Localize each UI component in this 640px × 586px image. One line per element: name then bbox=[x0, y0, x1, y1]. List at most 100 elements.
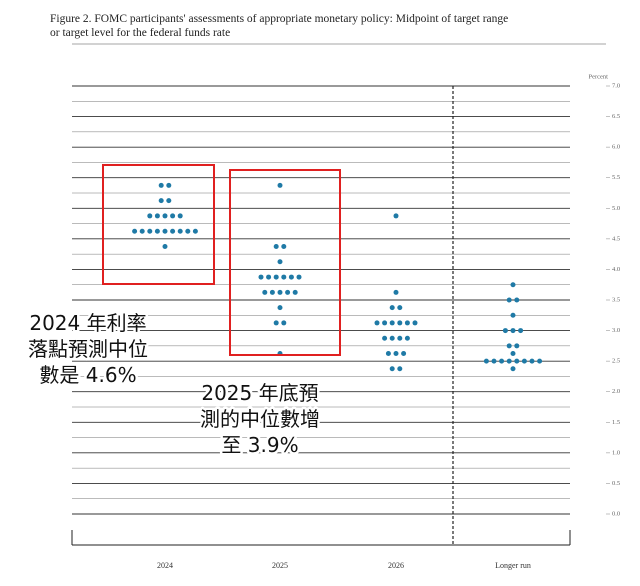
dot bbox=[277, 182, 283, 188]
dot bbox=[510, 351, 516, 356]
dot bbox=[510, 328, 516, 334]
dot bbox=[537, 358, 543, 364]
dot bbox=[292, 289, 298, 295]
dot bbox=[506, 297, 512, 303]
dot bbox=[393, 213, 399, 219]
dot bbox=[506, 343, 512, 349]
dot bbox=[139, 228, 145, 234]
annotation: 測的中位數增 bbox=[200, 407, 320, 431]
dots bbox=[132, 182, 543, 372]
dot bbox=[389, 335, 395, 341]
y-tick-label: 2.5 bbox=[612, 358, 620, 365]
dot bbox=[404, 320, 410, 326]
y-tick-label: 5.5 bbox=[612, 174, 620, 181]
dot bbox=[277, 305, 283, 311]
dot bbox=[170, 228, 176, 234]
dot bbox=[162, 244, 168, 249]
dot bbox=[177, 228, 183, 234]
chart-title: or target level for the federal funds ra… bbox=[50, 27, 230, 39]
dot bbox=[166, 198, 172, 204]
x-tick-label: 2026 bbox=[388, 561, 404, 570]
grid bbox=[72, 85, 610, 515]
dot bbox=[389, 320, 395, 326]
dot bbox=[170, 213, 176, 219]
dot bbox=[273, 274, 279, 280]
dot bbox=[162, 213, 168, 219]
y-tick-label: 0.0 bbox=[612, 510, 620, 517]
dot bbox=[266, 274, 272, 280]
annotation: 至 3.9% bbox=[221, 433, 298, 457]
dot bbox=[401, 351, 407, 356]
y-tick-label: 1.5 bbox=[612, 419, 620, 426]
annotation: 數是 4.6% bbox=[39, 363, 136, 387]
dot bbox=[277, 289, 283, 295]
dot bbox=[389, 366, 395, 372]
dot bbox=[529, 358, 535, 364]
y-tick-label: 3.5 bbox=[612, 296, 620, 303]
dot bbox=[162, 228, 168, 234]
dot bbox=[177, 213, 183, 219]
x-tick-label: 2024 bbox=[157, 561, 173, 570]
dot bbox=[385, 351, 391, 356]
dot bbox=[397, 366, 403, 372]
dot bbox=[483, 358, 489, 364]
dot bbox=[158, 198, 164, 204]
dot bbox=[510, 312, 516, 318]
dot bbox=[374, 320, 380, 326]
dot bbox=[514, 343, 520, 349]
dot bbox=[397, 305, 403, 311]
highlight-box bbox=[102, 164, 215, 285]
dot bbox=[147, 213, 153, 219]
dot bbox=[389, 305, 395, 311]
y-tick-label: 6.0 bbox=[612, 144, 620, 151]
annotation: 2024 年利率 bbox=[29, 311, 146, 335]
annotation: 2025 年底預 bbox=[201, 381, 318, 405]
dot bbox=[382, 335, 388, 341]
dot bbox=[192, 228, 198, 234]
dot bbox=[273, 244, 279, 249]
y-tick-label: 0.5 bbox=[612, 480, 620, 487]
dot bbox=[397, 320, 403, 326]
dot bbox=[285, 289, 291, 295]
dot bbox=[288, 274, 294, 280]
dot bbox=[393, 289, 399, 295]
dot bbox=[491, 358, 497, 364]
dot bbox=[154, 213, 160, 219]
y-tick-label: 5.0 bbox=[612, 205, 620, 212]
y-tick-label: 4.5 bbox=[612, 235, 620, 242]
y-tick-label: 1.0 bbox=[612, 449, 620, 456]
dot bbox=[273, 320, 279, 326]
dot bbox=[510, 282, 516, 288]
dot bbox=[281, 274, 287, 280]
x-tick-label: 2025 bbox=[272, 561, 288, 570]
dot bbox=[258, 274, 264, 280]
dot bbox=[281, 320, 287, 326]
dot bbox=[506, 358, 512, 364]
y-tick-label: 3.0 bbox=[612, 327, 620, 334]
dot bbox=[154, 228, 160, 234]
dot bbox=[281, 244, 287, 249]
dot bbox=[404, 335, 410, 341]
dot bbox=[382, 320, 388, 326]
x-tick-label: Longer run bbox=[495, 561, 531, 570]
dot bbox=[514, 297, 520, 303]
dot bbox=[510, 366, 516, 372]
dot bbox=[269, 289, 275, 295]
dot bbox=[158, 182, 164, 188]
dot bbox=[521, 358, 527, 364]
highlight-box bbox=[229, 169, 341, 356]
dot bbox=[147, 228, 153, 234]
chart-title: Figure 2. FOMC participants' assessments… bbox=[50, 13, 508, 25]
dot bbox=[502, 328, 508, 334]
dot bbox=[514, 358, 520, 364]
dot bbox=[277, 259, 283, 265]
dot bbox=[262, 289, 268, 295]
y-tick-label: 6.5 bbox=[612, 113, 620, 120]
dot bbox=[518, 328, 524, 334]
y-tick-label: 4.0 bbox=[612, 266, 620, 273]
y-tick-label: 2.0 bbox=[612, 388, 620, 395]
dot bbox=[397, 335, 403, 341]
dot bbox=[132, 228, 138, 234]
